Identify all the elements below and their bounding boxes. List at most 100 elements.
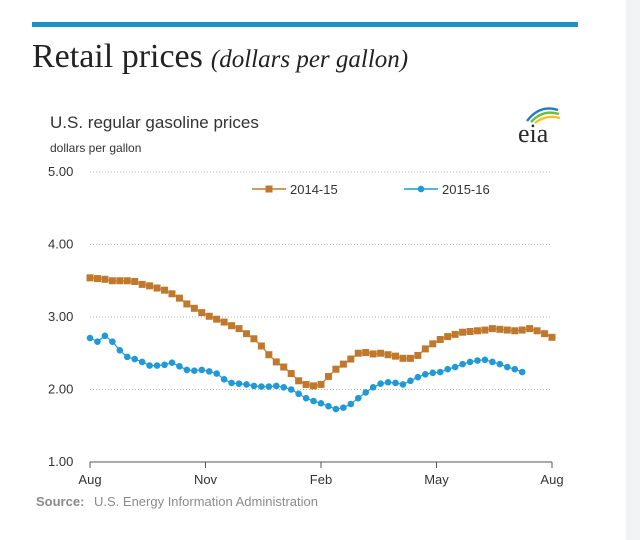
data-point — [317, 380, 325, 388]
data-point — [377, 349, 385, 357]
y-tick-label: 5.00 — [48, 164, 73, 179]
eia-logo: eia — [518, 107, 561, 148]
data-point — [250, 335, 258, 343]
data-point — [518, 368, 526, 376]
data-point — [451, 330, 459, 338]
data-point — [481, 326, 489, 334]
data-point — [138, 280, 146, 288]
data-point — [511, 327, 519, 335]
data-point — [190, 304, 198, 312]
data-point — [503, 326, 511, 334]
data-point — [392, 379, 399, 387]
data-point — [459, 360, 466, 368]
data-point — [138, 358, 146, 366]
data-point — [384, 378, 392, 386]
data-point — [242, 330, 250, 338]
data-point — [183, 366, 191, 374]
data-point — [183, 300, 191, 308]
data-point — [250, 382, 258, 390]
data-point — [324, 372, 332, 380]
series — [86, 274, 556, 413]
data-point — [481, 356, 489, 364]
data-point — [340, 404, 347, 411]
legend-label: 2014-15 — [290, 182, 338, 197]
page-heading-units: (dollars per gallon) — [210, 46, 409, 73]
legend-label: 2015-16 — [442, 182, 490, 197]
page-heading: Retail prices (dollars per gallon) — [32, 38, 408, 76]
legend: 2014-15 2015-16 — [252, 182, 490, 197]
data-point — [518, 326, 526, 334]
data-point — [191, 367, 198, 374]
data-point — [235, 325, 243, 333]
data-point — [354, 349, 362, 357]
data-point — [168, 359, 176, 366]
data-point — [272, 382, 280, 390]
data-point — [339, 360, 347, 368]
data-point — [116, 277, 124, 285]
data-point — [131, 355, 139, 363]
logo-arc-blue — [526, 107, 559, 122]
grid-lines — [90, 171, 552, 390]
data-point — [86, 334, 94, 342]
y-tick-label: 1.00 — [48, 454, 73, 469]
legend-item: 2014-15 — [252, 182, 338, 197]
series-2015-16 — [86, 332, 526, 413]
data-point — [131, 277, 139, 285]
legend-marker — [417, 185, 425, 193]
series-2014-15 — [86, 274, 556, 390]
x-tick-label: Feb — [310, 472, 332, 487]
data-point — [325, 402, 332, 410]
data-point — [302, 394, 310, 402]
data-point — [369, 384, 377, 391]
data-point — [392, 352, 400, 360]
data-point — [429, 369, 437, 377]
data-point — [109, 338, 116, 345]
data-point — [287, 386, 295, 393]
data-point — [466, 358, 474, 366]
data-point — [310, 382, 318, 390]
data-point — [213, 315, 221, 323]
data-point — [496, 360, 504, 368]
data-point — [272, 358, 280, 366]
data-point — [123, 277, 131, 285]
data-point — [108, 277, 116, 285]
data-point — [153, 362, 161, 369]
data-point — [176, 363, 183, 370]
data-point — [414, 351, 422, 359]
data-point — [161, 286, 169, 294]
data-point — [474, 357, 481, 364]
data-point — [399, 354, 407, 362]
data-point — [175, 294, 183, 302]
data-point — [265, 383, 273, 390]
y-tick-label: 2.00 — [48, 382, 73, 397]
data-point — [503, 363, 511, 371]
data-point — [429, 340, 437, 348]
data-point — [541, 330, 549, 338]
data-point — [399, 381, 407, 388]
data-point — [362, 349, 370, 357]
x-tick-label: Aug — [78, 472, 101, 487]
logo-text: eia — [518, 119, 549, 148]
data-point — [205, 368, 213, 375]
data-point — [265, 351, 273, 359]
data-point — [347, 355, 355, 363]
data-point — [258, 383, 265, 390]
data-point — [101, 332, 109, 340]
x-tick-label: Aug — [540, 472, 563, 487]
data-point — [444, 333, 452, 341]
data-point — [280, 384, 288, 391]
data-point — [406, 354, 414, 362]
data-point — [280, 363, 288, 371]
data-point — [295, 377, 303, 385]
top-accent-rule — [32, 22, 578, 27]
data-point — [101, 275, 109, 283]
data-point — [496, 325, 504, 333]
y-tick-label: 3.00 — [48, 309, 73, 324]
data-point — [235, 380, 243, 388]
chart-title: U.S. regular gasoline prices — [50, 113, 259, 132]
data-point — [548, 333, 556, 341]
data-point — [153, 284, 161, 292]
data-point — [407, 377, 414, 385]
data-point — [377, 380, 384, 388]
data-point — [310, 397, 317, 405]
